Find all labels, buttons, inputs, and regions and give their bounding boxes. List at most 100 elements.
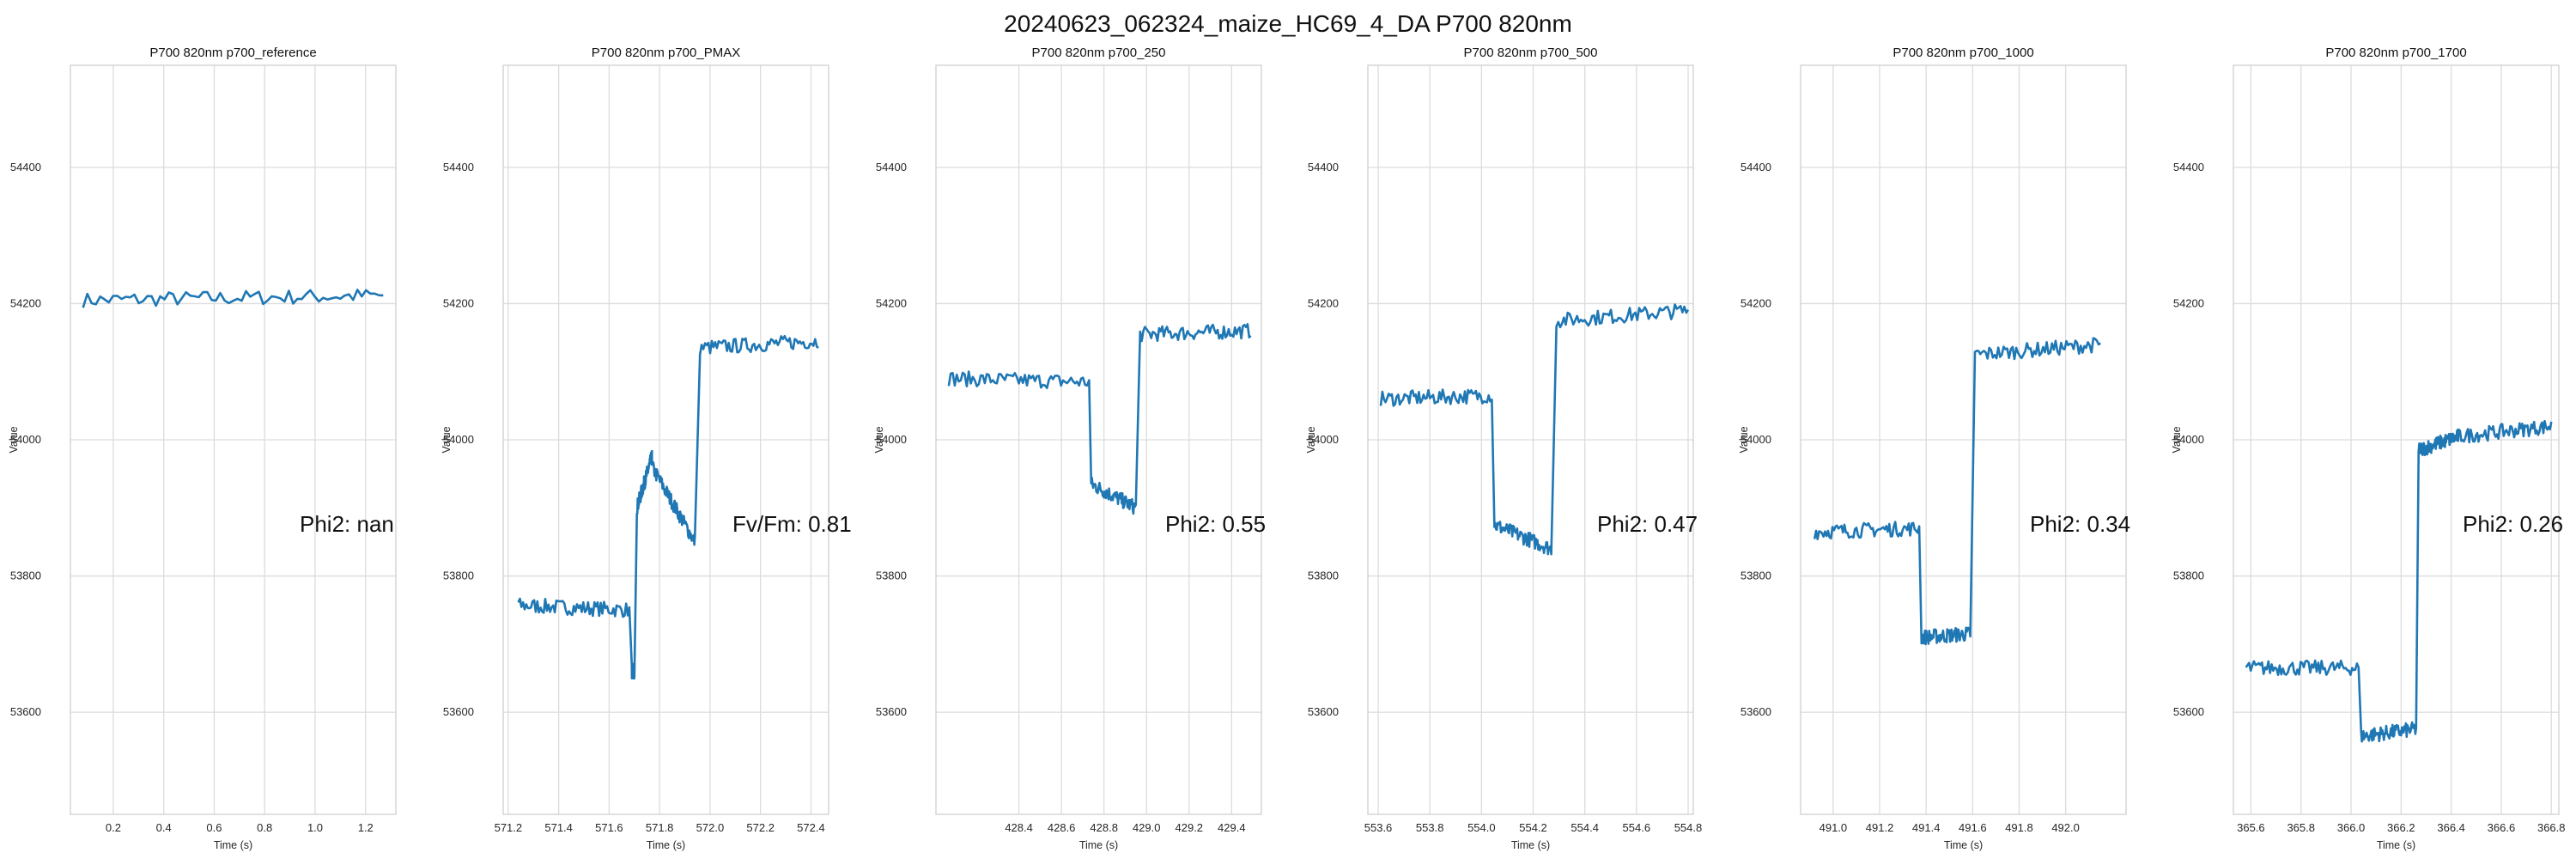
phi2-annotation: Fv/Fm: 0.81 <box>732 511 852 537</box>
y-tick-label: 53800 <box>443 570 474 582</box>
x-tick-label: 491.2 <box>1866 821 1894 834</box>
y-tick-label: 53600 <box>443 705 474 718</box>
subplot-title: P700 820nm p700_500 <box>1464 46 1598 60</box>
y-tick-label: 54000 <box>1741 433 1771 446</box>
x-tick-label: 429.0 <box>1133 821 1161 834</box>
x-tick-label: 0.2 <box>106 821 121 834</box>
x-tick-label: 571.8 <box>646 821 674 834</box>
y-tick-label: 54400 <box>1741 161 1771 174</box>
x-tick-label: 571.2 <box>495 821 523 834</box>
x-tick-label: 366.0 <box>2337 821 2366 834</box>
x-tick-label: 429.4 <box>1218 821 1246 834</box>
x-axis-label: Time (s) <box>647 839 685 851</box>
data-series-line <box>517 334 819 680</box>
x-tick-label: 1.0 <box>307 821 323 834</box>
x-tick-label: 491.4 <box>1912 821 1941 834</box>
x-tick-label: 554.0 <box>1467 821 1496 834</box>
y-tick-label: 53600 <box>1308 705 1339 718</box>
y-tick-label: 54400 <box>1308 161 1339 174</box>
x-tick-label: 1.2 <box>358 821 374 834</box>
x-tick-label: 571.6 <box>595 821 623 834</box>
x-tick-label: 0.6 <box>206 821 222 834</box>
plot-frame <box>502 64 829 815</box>
x-tick-label: 365.8 <box>2287 821 2315 834</box>
data-series-line <box>1813 337 2101 646</box>
x-tick-label: 554.6 <box>1623 821 1651 834</box>
x-tick-label: 491.0 <box>1820 821 1848 834</box>
x-tick-label: 572.0 <box>696 821 725 834</box>
y-tick-label: 54400 <box>2173 161 2204 174</box>
y-axis-label: Value <box>1738 426 1750 453</box>
x-tick-label: 491.6 <box>1959 821 1987 834</box>
data-series-line <box>2245 419 2553 743</box>
x-tick-label: 428.6 <box>1048 821 1076 834</box>
y-tick-label: 53800 <box>876 570 907 582</box>
y-tick-label: 54000 <box>1308 433 1339 446</box>
y-tick-label: 54000 <box>2173 433 2204 446</box>
y-tick-label: 54200 <box>876 296 907 309</box>
x-tick-label: 0.8 <box>257 821 272 834</box>
x-tick-label: 553.8 <box>1416 821 1444 834</box>
plot-frame <box>2233 64 2560 815</box>
y-tick-label: 53800 <box>2173 570 2204 582</box>
phi2-annotation: Phi2: nan <box>300 511 394 537</box>
subplot-title: P700 820nm p700_PMAX <box>592 46 740 60</box>
data-series-line <box>82 288 384 308</box>
y-tick-label: 53600 <box>1741 705 1771 718</box>
subplot-title: P700 820nm p700_1700 <box>2325 46 2466 60</box>
subplot-title: P700 820nm p700_reference <box>149 46 316 60</box>
x-tick-label: 492.0 <box>2051 821 2080 834</box>
y-tick-label: 53800 <box>1308 570 1339 582</box>
y-axis-label: Value <box>8 426 20 453</box>
y-tick-label: 53600 <box>876 705 907 718</box>
x-axis-label: Time (s) <box>1944 839 1983 851</box>
x-tick-label: 571.4 <box>544 821 573 834</box>
y-tick-label: 54200 <box>1741 296 1771 309</box>
plot-frame <box>1367 64 1694 815</box>
plot-frame <box>935 64 1262 815</box>
y-tick-label: 54000 <box>443 433 474 446</box>
x-tick-label: 429.2 <box>1176 821 1204 834</box>
y-tick-label: 54000 <box>876 433 907 446</box>
y-tick-label: 54400 <box>876 161 907 174</box>
x-tick-label: 554.2 <box>1519 821 1547 834</box>
x-tick-label: 0.4 <box>156 821 172 834</box>
y-tick-label: 54200 <box>1308 296 1339 309</box>
x-tick-label: 365.6 <box>2237 821 2265 834</box>
y-tick-label: 53800 <box>1741 570 1771 582</box>
plot-frame <box>1800 64 2127 815</box>
x-tick-label: 572.2 <box>746 821 775 834</box>
y-tick-label: 53600 <box>2173 705 2204 718</box>
x-axis-label: Time (s) <box>2377 839 2415 851</box>
y-tick-label: 54400 <box>10 161 41 174</box>
x-tick-label: 572.4 <box>797 821 825 834</box>
data-series-line <box>1379 303 1690 556</box>
subplot-title: P700 820nm p700_250 <box>1032 46 1166 60</box>
x-axis-label: Time (s) <box>1079 839 1118 851</box>
y-tick-label: 53800 <box>10 570 41 582</box>
x-tick-label: 554.8 <box>1674 821 1703 834</box>
x-tick-label: 366.6 <box>2488 821 2516 834</box>
x-tick-label: 366.8 <box>2537 821 2566 834</box>
y-axis-label: Value <box>2171 426 2183 453</box>
phi2-annotation: Phi2: 0.26 <box>2463 511 2563 537</box>
y-axis-label: Value <box>1305 426 1317 453</box>
y-tick-label: 54200 <box>10 296 41 309</box>
phi2-annotation: Phi2: 0.34 <box>2030 511 2130 537</box>
x-axis-label: Time (s) <box>1511 839 1550 851</box>
phi2-annotation: Phi2: 0.55 <box>1165 511 1266 537</box>
x-tick-label: 366.4 <box>2437 821 2465 834</box>
plot-frame <box>70 64 397 815</box>
x-tick-label: 491.8 <box>2005 821 2033 834</box>
x-tick-label: 554.4 <box>1571 821 1599 834</box>
y-tick-label: 54400 <box>443 161 474 174</box>
y-axis-label: Value <box>873 426 885 453</box>
y-tick-label: 54000 <box>10 433 41 446</box>
x-tick-label: 428.4 <box>1005 821 1033 834</box>
x-axis-label: Time (s) <box>214 839 252 851</box>
subplot-title: P700 820nm p700_1000 <box>1893 46 2033 60</box>
phi2-annotation: Phi2: 0.47 <box>1597 511 1698 537</box>
x-tick-label: 366.2 <box>2387 821 2415 834</box>
y-tick-label: 53600 <box>10 705 41 718</box>
